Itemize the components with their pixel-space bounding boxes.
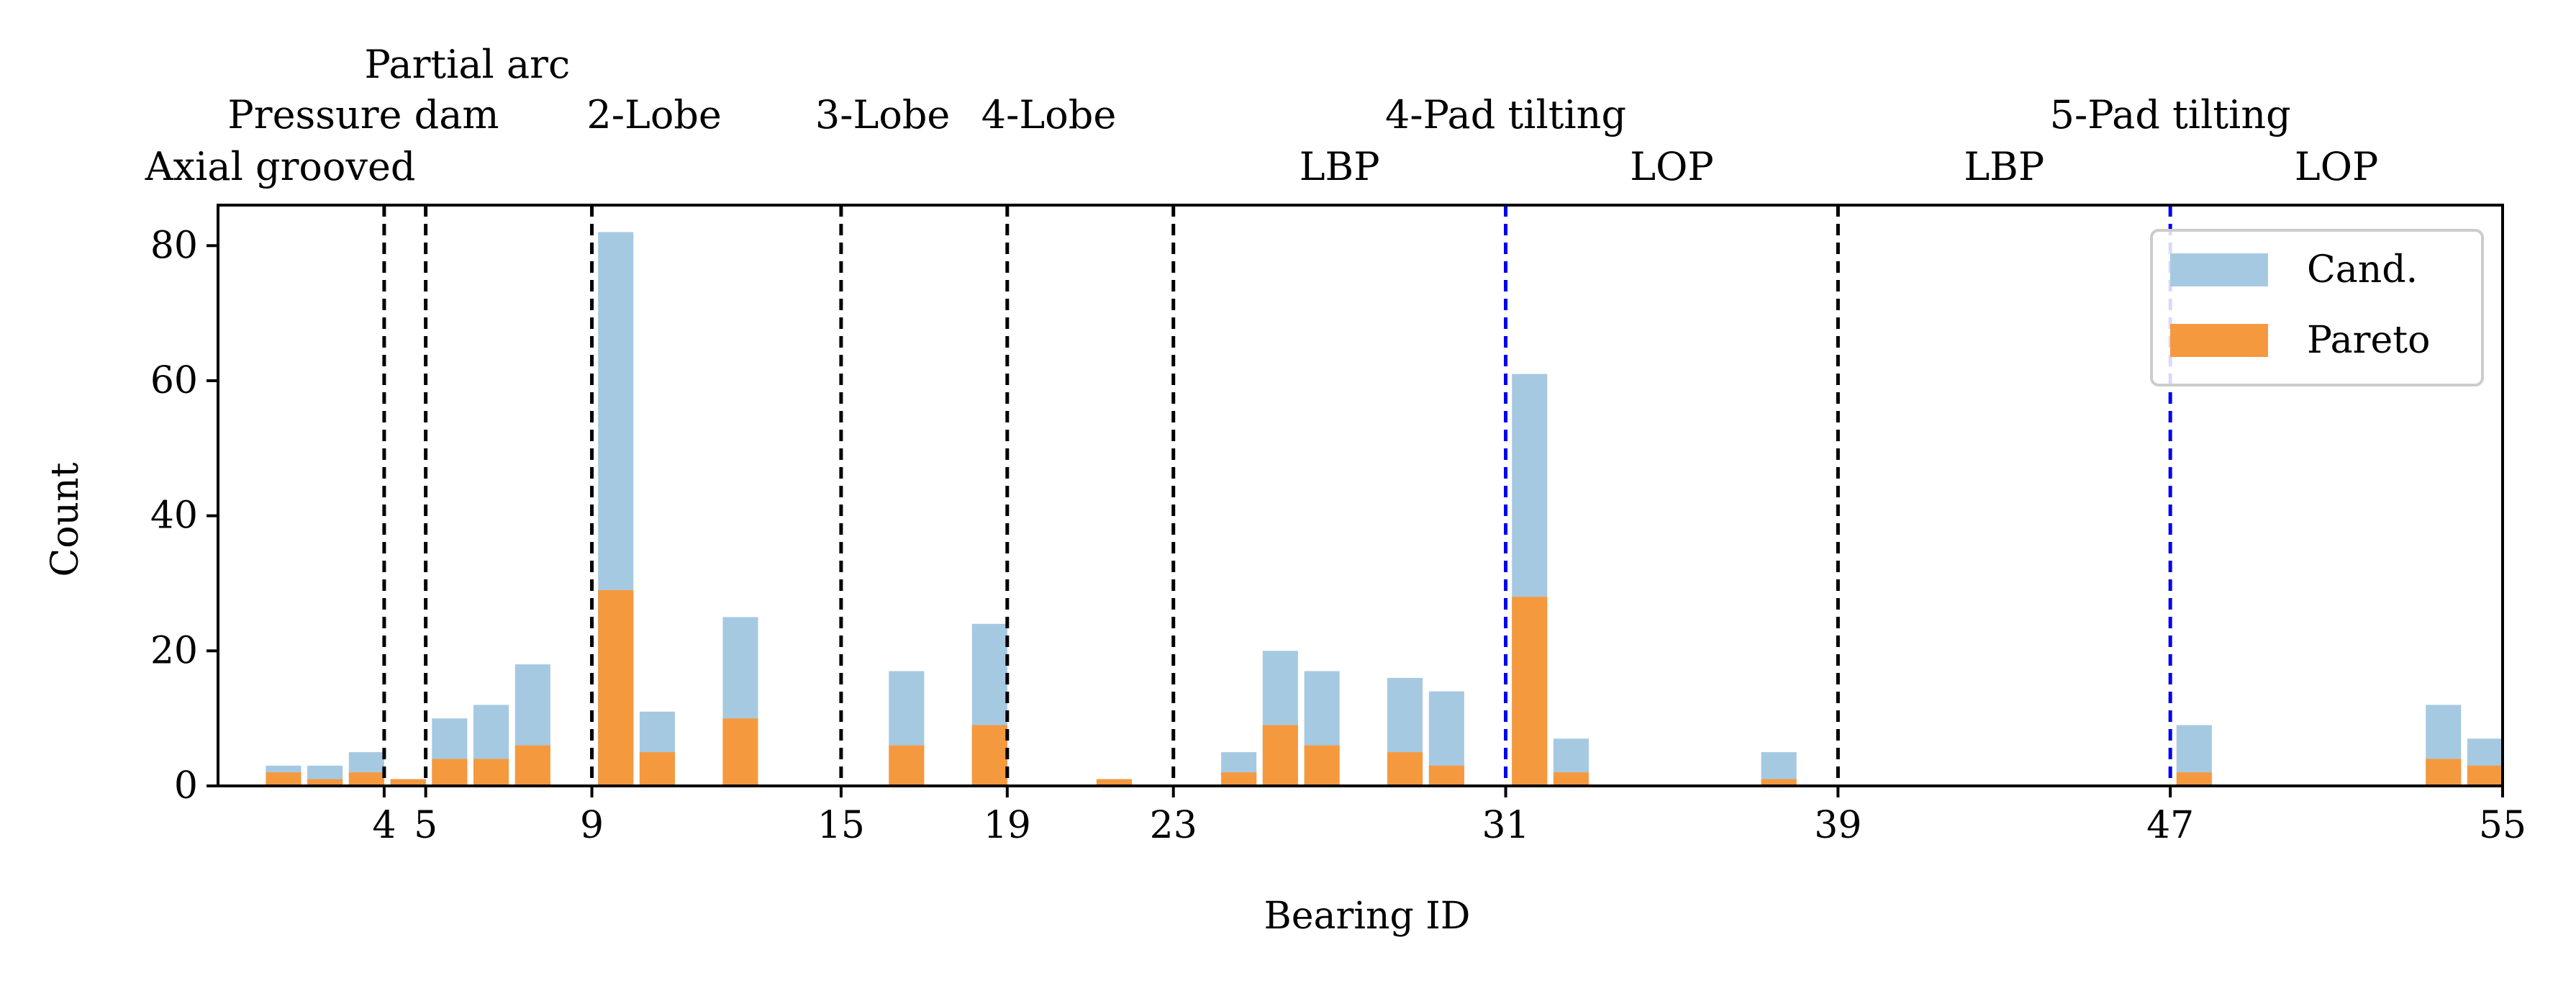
annotation-9: 5-Pad tilting [2050, 92, 2291, 137]
annotation-8: LOP [1630, 144, 1713, 189]
x-tick-label-4: 4 [372, 804, 396, 847]
pareto-bar-25 [1221, 772, 1257, 786]
pareto-bar-17 [889, 745, 925, 786]
y-tick-label-60: 60 [150, 359, 198, 402]
pareto-bar-54 [2426, 759, 2462, 786]
annotation-3: 2-Lobe [586, 92, 722, 137]
x-axis-label: Bearing ID [1264, 895, 1470, 938]
pareto-bar-5 [390, 779, 426, 786]
pareto-bars [266, 589, 2503, 786]
annotation-6: 4-Pad tilting [1385, 92, 1626, 137]
legend-label-pareto: Pareto [2307, 319, 2431, 362]
pareto-bar-10 [598, 589, 634, 786]
pareto-bar-29 [1387, 752, 1423, 786]
annotation-2: Partial arc [364, 42, 570, 87]
x-axis: 4 5 9 15 19 23 31 39 47 55 [372, 786, 2526, 847]
x-tick-label-31: 31 [1482, 804, 1529, 847]
pareto-bar-27 [1304, 745, 1340, 786]
pareto-bar-19 [971, 725, 1007, 786]
pareto-bar-8 [514, 745, 550, 786]
annotation-1: Pressure dam [227, 92, 499, 137]
pareto-bar-2 [266, 772, 301, 786]
pareto-bar-38 [1761, 779, 1797, 786]
x-tick-label-23: 23 [1150, 804, 1197, 847]
legend-swatch-pareto [2170, 324, 2268, 357]
pareto-bar-3 [307, 779, 343, 786]
legend-swatch-cand [2170, 253, 2268, 286]
y-axis-label: Count [44, 462, 87, 576]
pareto-bar-55 [2467, 765, 2503, 786]
annotation-11: LOP [2295, 144, 2378, 189]
x-tick-label-47: 47 [2146, 804, 2194, 847]
x-tick-label-55: 55 [2479, 804, 2526, 847]
y-tick-label-80: 80 [150, 224, 198, 267]
x-tick-label-9: 9 [580, 804, 604, 847]
y-tick-label-40: 40 [150, 494, 198, 538]
category-separators [382, 205, 2172, 786]
legend: Cand. Pareto [2150, 229, 2484, 386]
pareto-bar-13 [722, 718, 758, 786]
pareto-bar-33 [1553, 772, 1589, 786]
x-tick-label-39: 39 [1814, 804, 1861, 847]
annotation-7: LBP [1300, 144, 1380, 189]
y-tick-label-20: 20 [150, 629, 198, 672]
pareto-bar-48 [2176, 772, 2212, 786]
legend-label-cand: Cand. [2307, 248, 2418, 291]
y-axis: 0 20 40 60 80 [150, 224, 218, 808]
pareto-bar-7 [473, 759, 509, 786]
pareto-bar-4 [348, 772, 384, 786]
category-annotations: Axial grooved Pressure dam Partial arc 2-Lo… [145, 42, 2379, 189]
x-tick-label-19: 19 [984, 804, 1031, 847]
y-tick-label-0: 0 [174, 764, 198, 808]
annotation-5: 4-Lobe [981, 92, 1117, 137]
pareto-bar-22 [1096, 779, 1132, 786]
pareto-bar-30 [1428, 765, 1464, 786]
pareto-bar-26 [1262, 725, 1298, 786]
annotation-4: 3-Lobe [815, 92, 951, 137]
annotation-0: Axial grooved [145, 144, 416, 189]
annotation-10: LBP [1964, 144, 2044, 189]
pareto-bar-32 [1512, 597, 1548, 786]
x-tick-label-5: 5 [414, 804, 437, 847]
pareto-bar-6 [432, 759, 468, 786]
x-tick-label-15: 15 [817, 804, 865, 847]
pareto-bar-11 [639, 752, 675, 786]
plot-frame [217, 204, 2504, 787]
